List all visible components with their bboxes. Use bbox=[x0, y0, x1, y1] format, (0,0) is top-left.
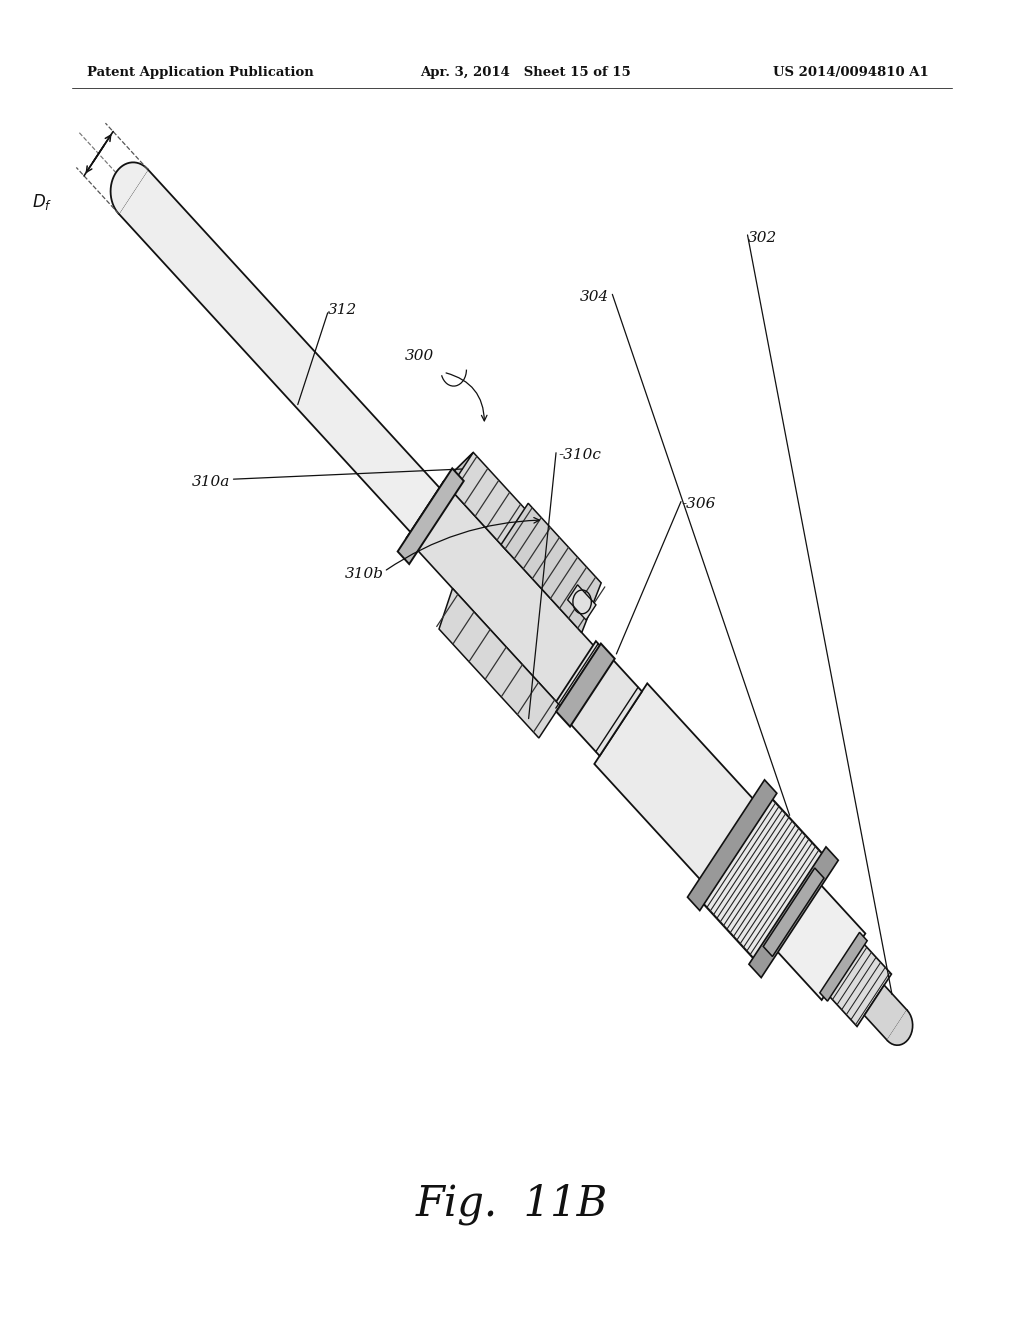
Text: 304: 304 bbox=[580, 290, 609, 304]
Text: -310c: -310c bbox=[558, 449, 601, 462]
Polygon shape bbox=[864, 985, 907, 1040]
Polygon shape bbox=[501, 503, 601, 632]
Polygon shape bbox=[567, 585, 596, 620]
Polygon shape bbox=[439, 589, 560, 738]
Text: -306: -306 bbox=[681, 498, 716, 511]
Polygon shape bbox=[888, 1010, 912, 1045]
Polygon shape bbox=[594, 684, 774, 903]
Polygon shape bbox=[554, 642, 642, 756]
Polygon shape bbox=[407, 482, 597, 706]
Text: Patent Application Publication: Patent Application Publication bbox=[87, 66, 313, 79]
Polygon shape bbox=[397, 469, 464, 564]
Text: 302: 302 bbox=[748, 231, 777, 244]
Polygon shape bbox=[772, 879, 865, 1001]
Text: Fig.  11B: Fig. 11B bbox=[416, 1183, 608, 1225]
Polygon shape bbox=[820, 932, 867, 1001]
Text: 310b: 310b bbox=[345, 568, 384, 581]
Text: $D_f$: $D_f$ bbox=[32, 191, 52, 211]
Polygon shape bbox=[749, 847, 839, 978]
Text: 300: 300 bbox=[404, 350, 434, 363]
Text: 312: 312 bbox=[328, 304, 357, 317]
Polygon shape bbox=[826, 941, 892, 1027]
Polygon shape bbox=[111, 162, 147, 214]
Polygon shape bbox=[687, 780, 777, 911]
Polygon shape bbox=[407, 453, 473, 545]
Polygon shape bbox=[443, 453, 532, 553]
Polygon shape bbox=[119, 169, 455, 549]
Text: Apr. 3, 2014   Sheet 15 of 15: Apr. 3, 2014 Sheet 15 of 15 bbox=[420, 66, 631, 79]
Polygon shape bbox=[828, 944, 859, 990]
Text: 310a: 310a bbox=[193, 475, 230, 488]
Polygon shape bbox=[556, 644, 614, 726]
Polygon shape bbox=[763, 869, 824, 957]
Text: US 2014/0094810 A1: US 2014/0094810 A1 bbox=[773, 66, 929, 79]
Polygon shape bbox=[697, 793, 828, 965]
